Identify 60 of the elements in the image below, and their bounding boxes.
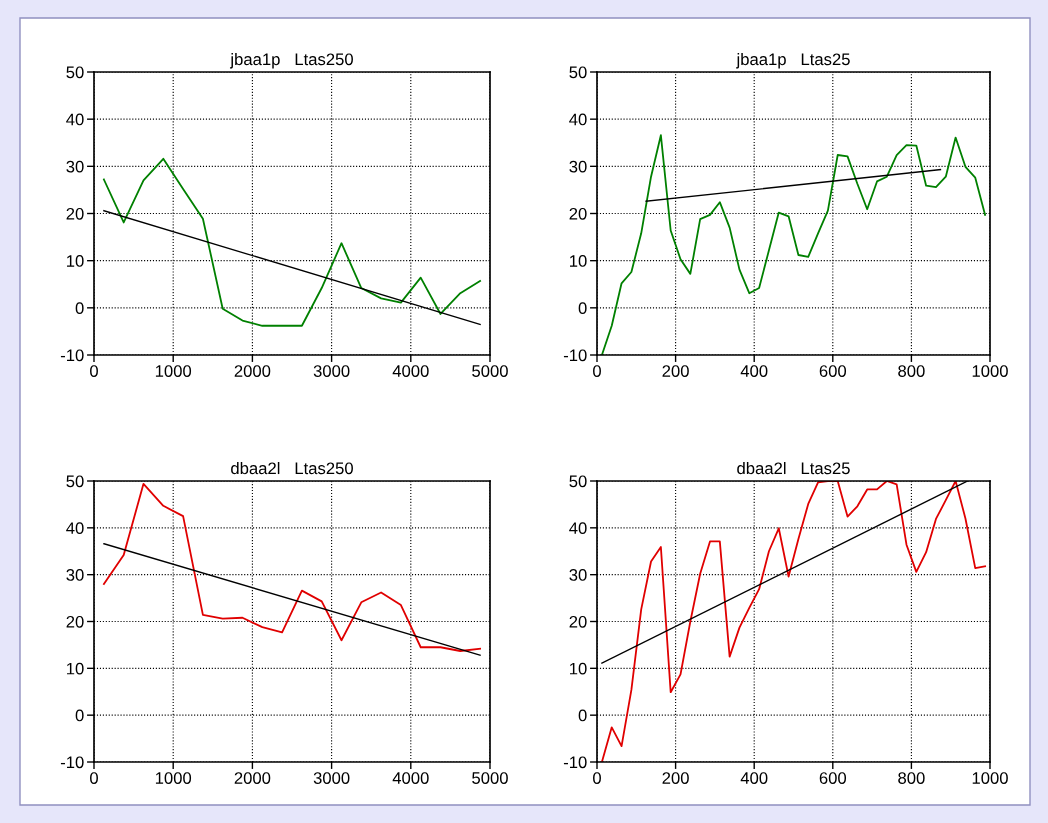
y-tick-label: 40 — [66, 522, 84, 535]
x-tick-label: 1000 — [972, 772, 1008, 784]
x-tick-label: 1000 — [155, 772, 192, 784]
y-tick-label: 10 — [67, 255, 84, 267]
y-tick-label: 40 — [569, 522, 587, 535]
x-tick-label: 2000 — [234, 365, 271, 377]
x-tick-label: 0 — [90, 365, 98, 377]
x-tick-label: 4000 — [392, 772, 429, 784]
x-tick-label: 0 — [90, 772, 98, 784]
y-tick-label: 10 — [570, 662, 587, 675]
x-tick-label: 800 — [898, 772, 925, 784]
line-series — [102, 482, 482, 652]
y-tick-label: 30 — [569, 569, 587, 581]
x-tick-label: 400 — [740, 772, 768, 784]
y-tick-label: 0 — [578, 302, 587, 315]
y-tick-label: 10 — [570, 255, 587, 267]
chart-title: dbaa2l Ltas25 — [737, 461, 850, 475]
line-series — [601, 481, 986, 762]
y-tick-label: 0 — [75, 709, 84, 722]
x-tick-label: 5000 — [472, 365, 508, 377]
x-tick-label: 3000 — [313, 772, 350, 784]
y-tick-label: -10 — [563, 756, 587, 769]
x-tick-label: 600 — [819, 365, 847, 377]
x-tick-label: 200 — [662, 772, 689, 784]
y-tick-label: 50 — [66, 475, 84, 488]
y-tick-label: 20 — [66, 615, 84, 628]
x-tick-label: 4000 — [392, 365, 429, 377]
y-tick-label: 50 — [569, 66, 587, 79]
x-tick-label: 600 — [819, 772, 847, 784]
x-tick-label: 2000 — [234, 772, 271, 784]
y-tick-label: 20 — [66, 207, 84, 220]
y-tick-label: 40 — [66, 113, 84, 126]
x-tick-label: 400 — [740, 365, 768, 377]
x-tick-label: 1000 — [155, 365, 192, 377]
y-tick-label: 20 — [569, 615, 587, 628]
x-tick-label: 0 — [593, 365, 601, 377]
y-tick-label: 30 — [66, 160, 84, 173]
chart-title: jbaa1p Ltas25 — [736, 52, 850, 69]
line-series — [601, 134, 986, 355]
y-tick-label: 50 — [66, 66, 84, 79]
y-tick-label: 40 — [569, 113, 587, 126]
x-tick-label: 200 — [662, 365, 689, 377]
y-tick-label: -10 — [60, 349, 84, 362]
y-tick-label: 20 — [569, 207, 587, 220]
line-series — [102, 157, 482, 327]
x-tick-label: 0 — [593, 772, 601, 784]
chart-title: dbaa2l Ltas250 — [231, 461, 353, 475]
y-tick-label: 0 — [578, 709, 587, 722]
y-tick-label: 0 — [75, 302, 84, 315]
y-tick-label: 50 — [569, 475, 587, 488]
y-tick-label: 30 — [569, 160, 587, 173]
x-tick-label: 1000 — [972, 365, 1008, 377]
chart-title: jbaa1p Ltas250 — [229, 52, 353, 69]
y-tick-label: -10 — [563, 349, 587, 362]
x-tick-label: 3000 — [313, 365, 350, 377]
x-tick-label: 800 — [898, 365, 925, 377]
y-tick-label: 30 — [66, 569, 84, 581]
y-tick-label: 10 — [67, 662, 84, 675]
x-tick-label: 5000 — [472, 772, 508, 784]
y-tick-label: -10 — [60, 756, 84, 769]
